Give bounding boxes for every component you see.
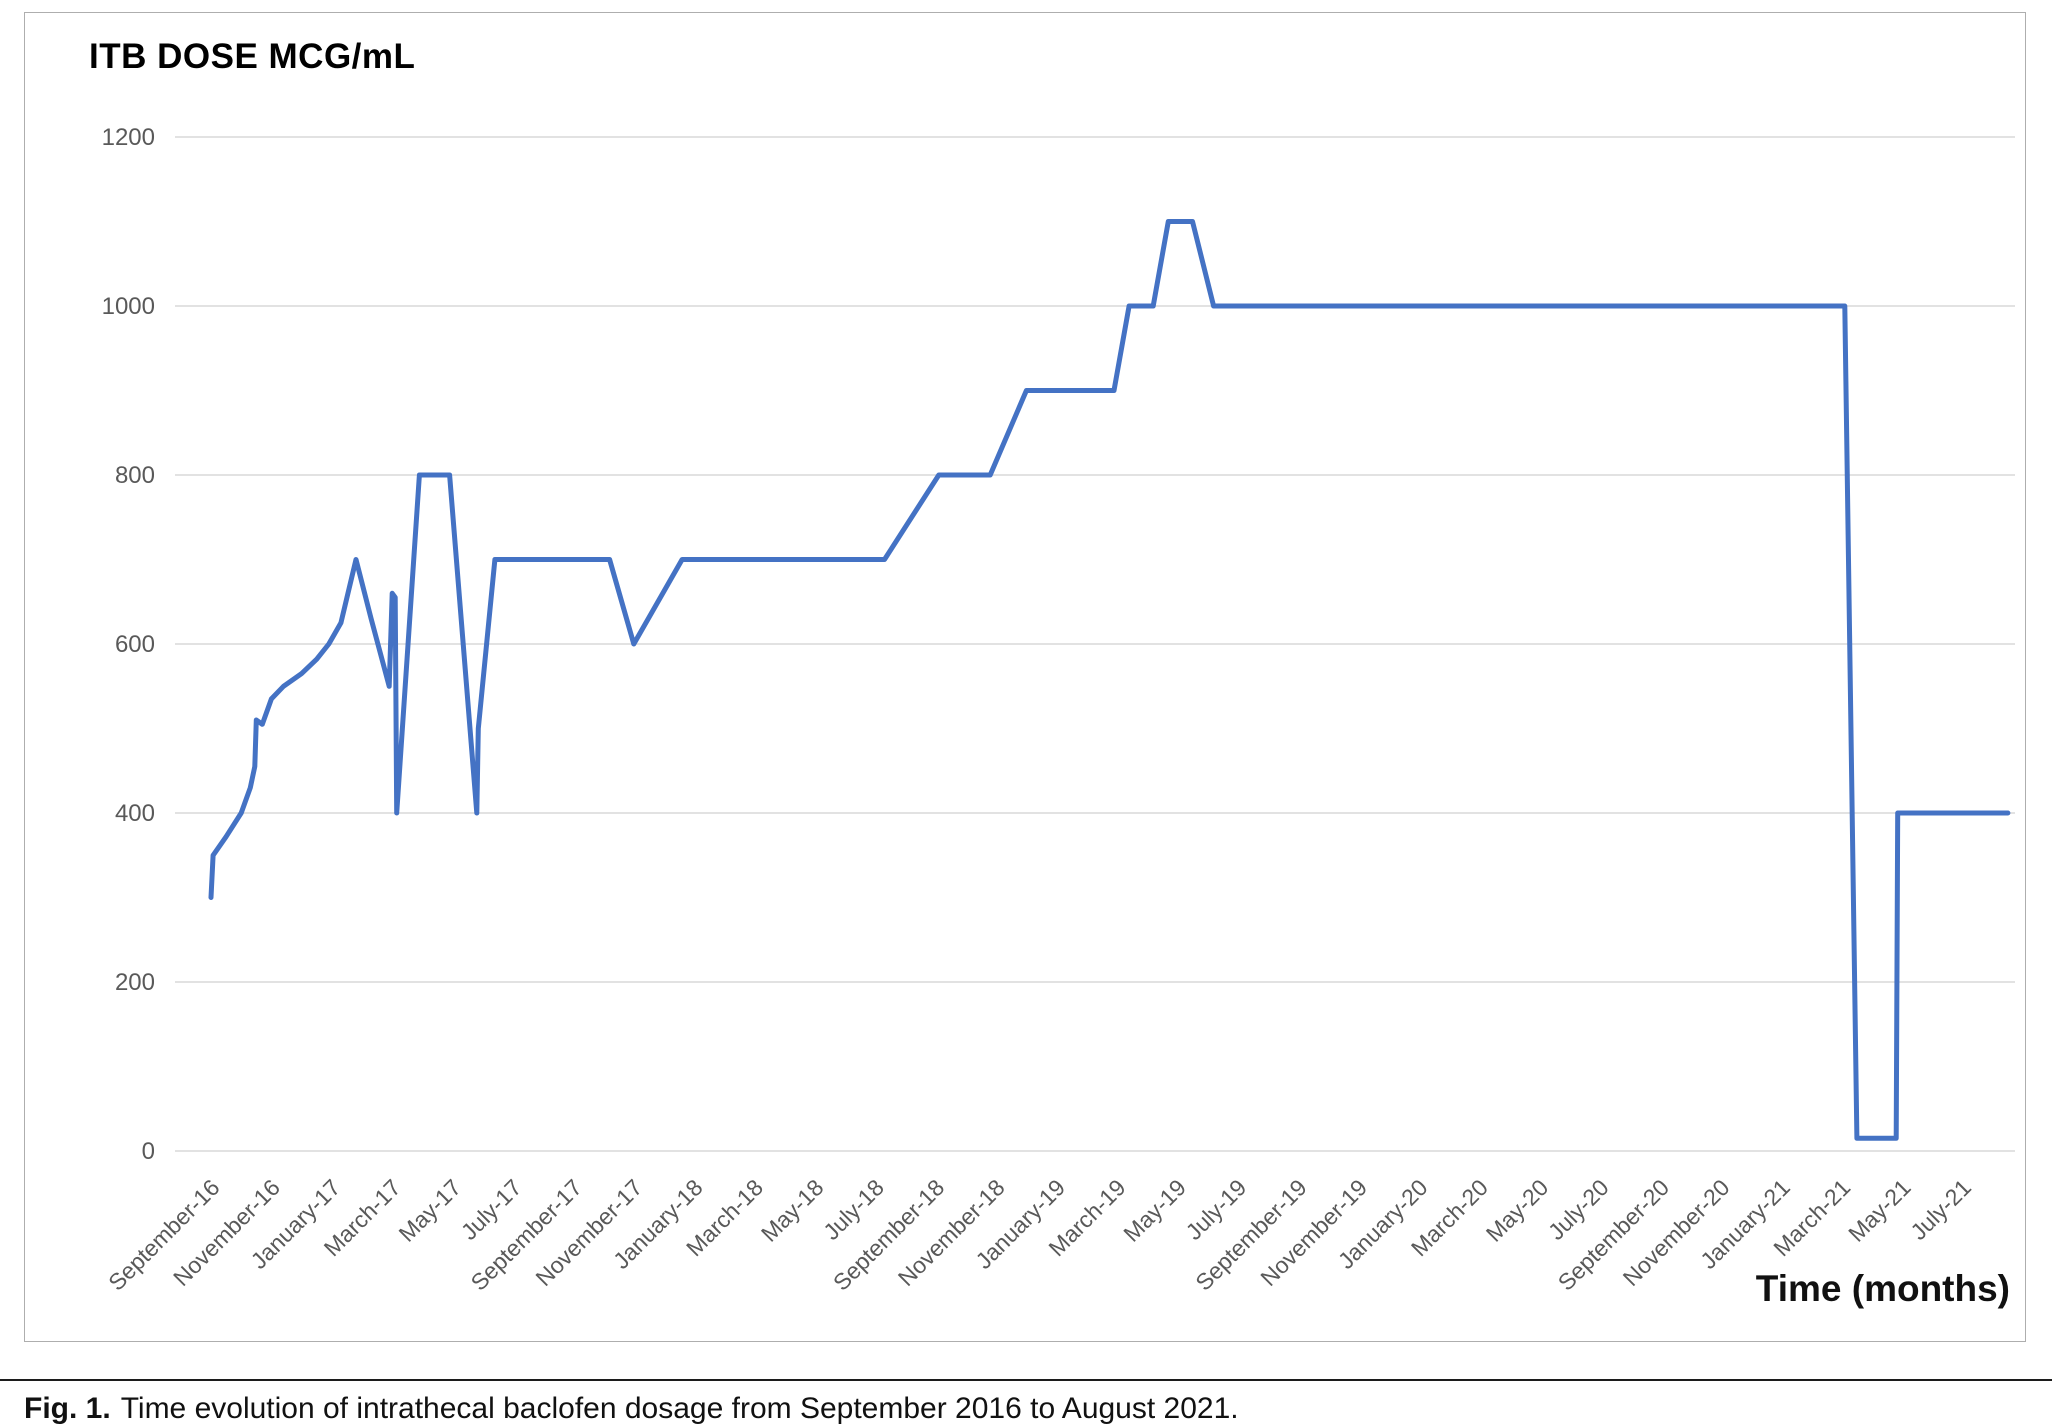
- figure-caption-label: Fig. 1.: [24, 1392, 111, 1425]
- dose-line: [208, 219, 2011, 1141]
- x-tick-label: May-18: [756, 1174, 829, 1247]
- y-tick-label: 400: [115, 800, 155, 827]
- y-tick-label: 1000: [102, 293, 155, 320]
- y-tick-label: 200: [115, 969, 155, 996]
- x-tick-label: May-21: [1843, 1174, 1916, 1247]
- figure-caption-text: Time evolution of intrathecal baclofen d…: [120, 1392, 1239, 1425]
- figure-box: ITB DOSE MCG/mL 0 200 400 600 800 1000 1200 Sep…: [24, 12, 2026, 1342]
- figure-caption: Fig. 1. Time evolution of intrathecal bac…: [24, 1392, 1239, 1426]
- y-tick-label: 800: [115, 462, 155, 489]
- x-tick-label: May-17: [394, 1174, 467, 1247]
- y-tick-label: 0: [142, 1138, 155, 1165]
- x-tick-label: May-19: [1118, 1174, 1191, 1247]
- x-tick-label: July-21: [1905, 1174, 1976, 1245]
- x-axis-title: Time (months): [1756, 1268, 2010, 1309]
- dose-line-chart: 020040060080010001200September-16Novembe…: [102, 124, 2015, 1309]
- y-tick-label: 1200: [102, 124, 155, 151]
- caption-divider: [0, 1379, 2052, 1381]
- chart-title: ITB DOSE MCG/mL: [89, 37, 416, 76]
- x-tick-label: May-20: [1481, 1174, 1554, 1247]
- y-tick-label: 600: [115, 631, 155, 658]
